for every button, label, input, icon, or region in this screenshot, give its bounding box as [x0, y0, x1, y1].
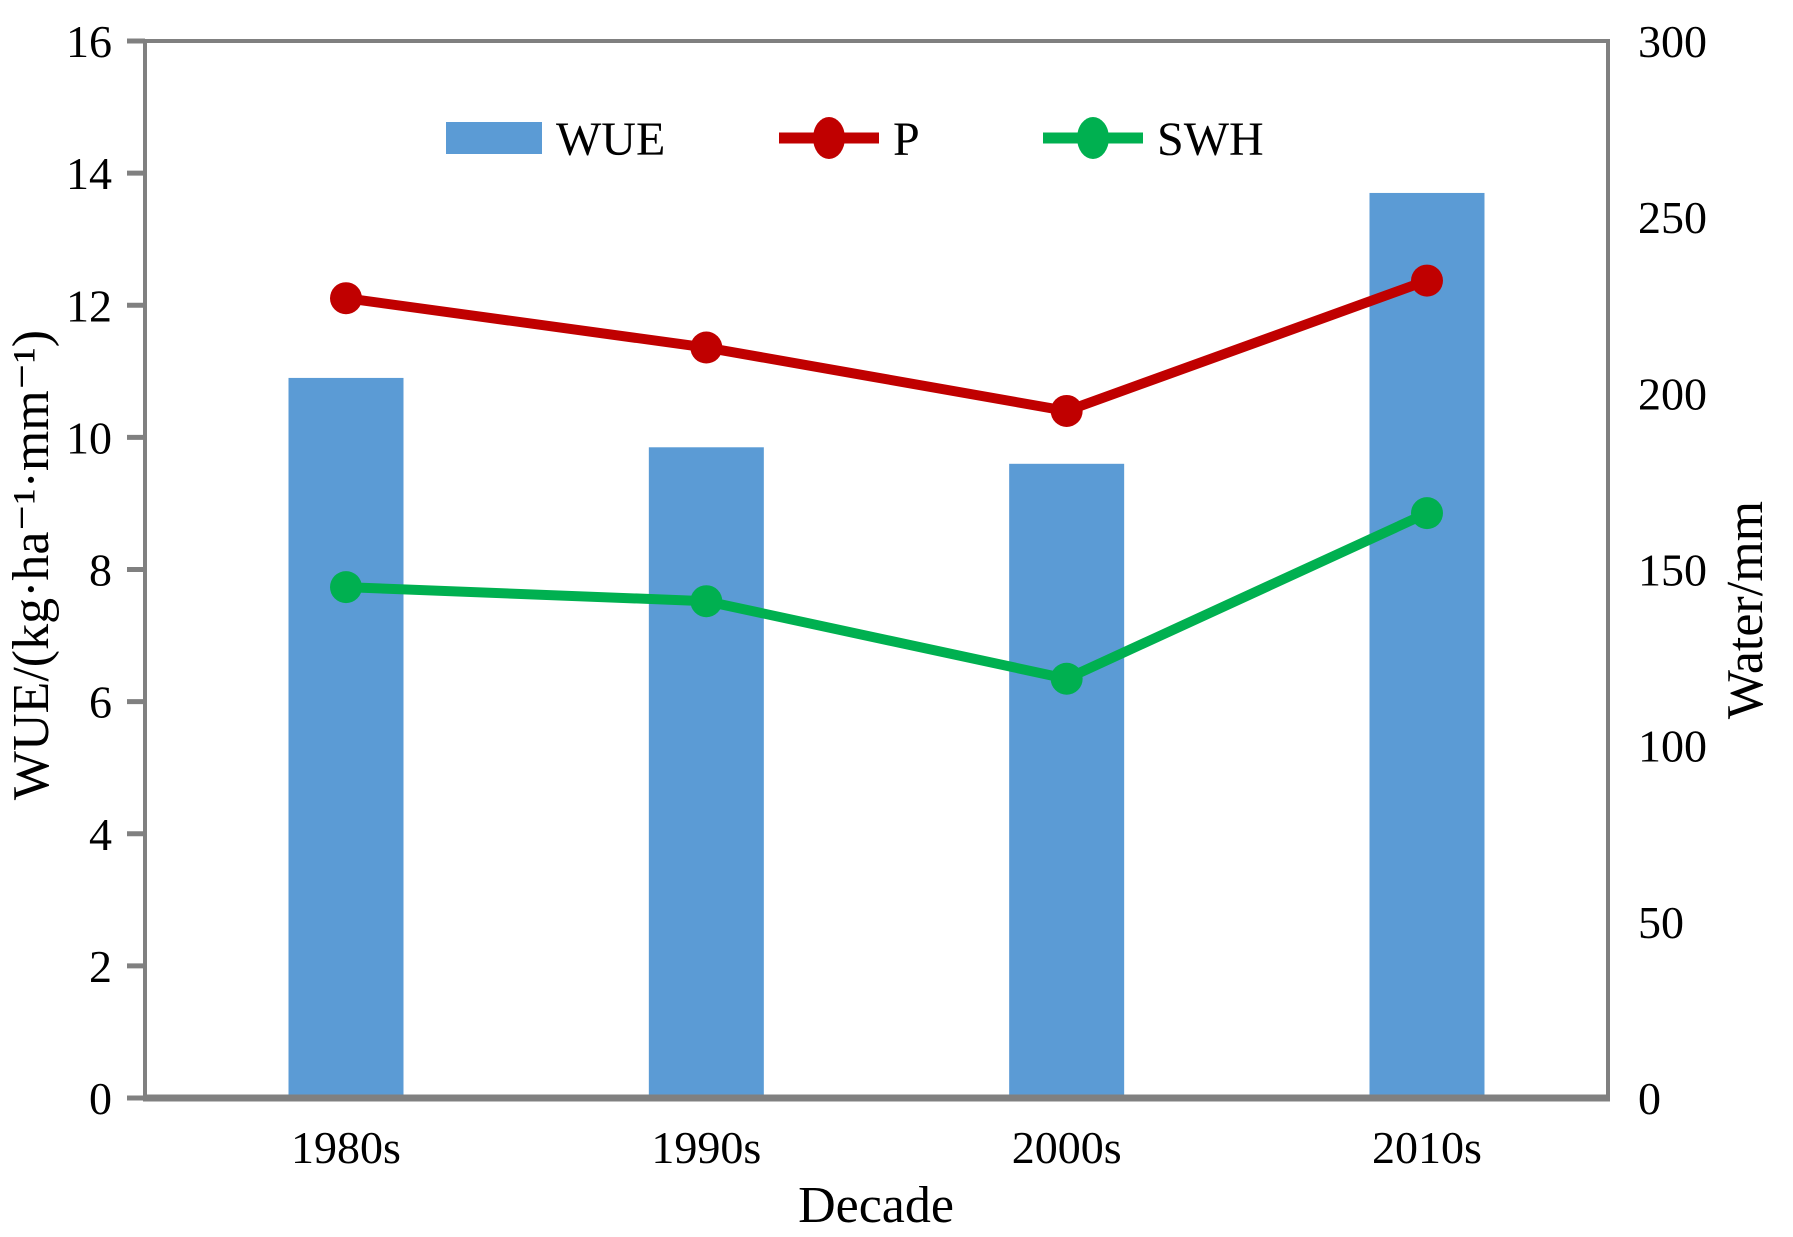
- bar-series-group: [288, 192, 1485, 1099]
- tick-group: 0 2 4 6 8 10 12 14 16 0 50 100 150 200 250 300 1980s 1990…: [66, 16, 1707, 1173]
- left-tick-label: 4: [89, 809, 112, 860]
- left-tick-label: 12: [66, 280, 112, 331]
- legend-marker-p: [813, 117, 845, 159]
- marker-p-1980s: [330, 282, 362, 315]
- left-tick-label: 8: [89, 545, 112, 596]
- x-tick-label-2010s: 2010s: [1372, 1122, 1482, 1173]
- x-tick-label-1990s: 1990s: [651, 1122, 761, 1173]
- bar-wue-2010s: [1369, 192, 1485, 1099]
- left-tick-label: 14: [66, 148, 112, 199]
- legend-label-swh: SWH: [1157, 113, 1264, 166]
- bar-wue-2000s: [1009, 463, 1125, 1098]
- y-axis-title-left: WUE/(kg·ha⁻¹·mm⁻¹): [3, 330, 60, 800]
- marker-swh-2000s: [1050, 662, 1083, 695]
- right-tick-label: 150: [1638, 545, 1707, 596]
- marker-swh-1980s: [330, 571, 362, 604]
- right-tick-label: 50: [1638, 897, 1684, 948]
- right-tick-label: 200: [1638, 368, 1707, 419]
- marker-p-2000s: [1050, 394, 1083, 427]
- right-tick-label: 300: [1638, 16, 1707, 67]
- bar-wue-1990s: [648, 447, 764, 1098]
- marker-p-1990s: [690, 331, 723, 364]
- marker-p-2010s: [1410, 264, 1443, 297]
- legend-swatch-wue: [446, 122, 542, 154]
- marker-swh-1990s: [690, 585, 723, 618]
- left-tick-label: 2: [89, 941, 112, 992]
- bar-wue-1980s: [288, 377, 404, 1098]
- right-tick-label: 250: [1638, 192, 1707, 243]
- legend-item-swh: SWH: [1043, 113, 1264, 166]
- marker-swh-2010s: [1410, 497, 1443, 530]
- line-series-group: [330, 264, 1443, 695]
- legend-item-wue: WUE: [446, 113, 665, 166]
- legend-item-p: P: [779, 113, 920, 166]
- legend-marker-swh: [1077, 117, 1109, 159]
- right-tick-label: 0: [1638, 1073, 1661, 1124]
- line-swh: [341, 508, 1432, 684]
- x-tick-label-2000s: 2000s: [1012, 1122, 1122, 1173]
- line-p: [341, 275, 1432, 417]
- left-tick-label: 10: [66, 412, 112, 463]
- left-tick-label: 6: [89, 677, 112, 728]
- legend: WUE P SWH: [446, 113, 1264, 166]
- x-axis-title: Decade: [798, 1177, 954, 1234]
- legend-label-p: P: [893, 113, 920, 166]
- legend-label-wue: WUE: [556, 113, 665, 166]
- right-tick-label: 100: [1638, 721, 1707, 772]
- left-tick-label: 16: [66, 16, 112, 67]
- y-axis-title-right: Water/mm: [1717, 501, 1774, 719]
- left-tick-label: 0: [89, 1073, 112, 1124]
- x-tick-label-1980s: 1980s: [291, 1122, 401, 1173]
